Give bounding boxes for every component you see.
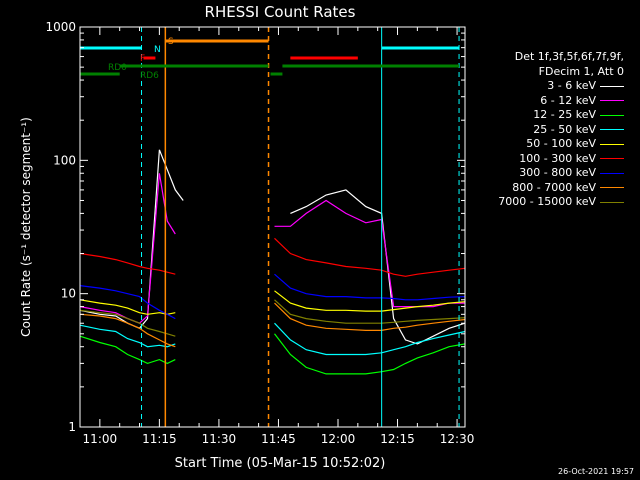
legend-swatch bbox=[600, 187, 624, 189]
series-layer bbox=[79, 149, 466, 375]
legend-entry-label: 300 - 800 keV bbox=[519, 166, 596, 179]
flags-layer: RD0 RD6 FNS bbox=[80, 37, 460, 81]
markers-layer bbox=[79, 27, 460, 427]
flag-label-f: F bbox=[140, 54, 145, 64]
legend-entry: 7000 - 15000 keV bbox=[470, 195, 630, 210]
axes-layer: 11:00 11:15 11:30 11:45 12:00 12:15 12:30 1 10 10… bbox=[45, 20, 474, 446]
legend-entry-label: 3 - 6 keV bbox=[547, 79, 596, 92]
y-tick-label: 1 bbox=[68, 420, 76, 434]
y-tick-label: 10 bbox=[61, 287, 76, 301]
x-tick-label: 12:30 bbox=[440, 432, 475, 446]
flag-label-rd6: RD6 bbox=[140, 71, 159, 81]
legend: Det 1f,3f,5f,6f,7f,9f, FDecim 1, Att 0 3… bbox=[470, 50, 630, 210]
legend-swatch bbox=[600, 201, 624, 203]
plot-frame bbox=[79, 26, 466, 428]
legend-entry-label: 12 - 25 keV bbox=[533, 108, 596, 121]
x-tick-label: 12:15 bbox=[380, 432, 415, 446]
legend-entry-label: 6 - 12 keV bbox=[540, 93, 596, 107]
legend-swatch bbox=[600, 172, 624, 174]
series-line-8 bbox=[79, 299, 466, 337]
legend-entry: 800 - 7000 keV bbox=[470, 181, 630, 196]
datestamp: 26-Oct-2021 19:57 bbox=[558, 467, 634, 476]
legend-entry-label: 800 - 7000 keV bbox=[512, 180, 596, 194]
x-tick-label: 11:00 bbox=[83, 432, 118, 446]
legend-entry-label: 100 - 300 keV bbox=[519, 151, 596, 165]
legend-entry: 3 - 6 keV bbox=[470, 79, 630, 94]
legend-swatch bbox=[600, 85, 624, 87]
series-line-0 bbox=[79, 149, 466, 345]
series-line-1 bbox=[79, 173, 465, 324]
legend-entry: 100 - 300 keV bbox=[470, 152, 630, 167]
series-line-2 bbox=[79, 333, 466, 375]
legend-entry: 300 - 800 keV bbox=[470, 166, 630, 181]
x-tick-label: 12:00 bbox=[321, 432, 356, 446]
legend-swatch bbox=[600, 114, 624, 116]
y-axis-label: Count Rate (s⁻¹ detector segment⁻¹) bbox=[19, 117, 33, 337]
legend-entry-label: 7000 - 15000 keV bbox=[498, 195, 596, 208]
legend-swatch bbox=[600, 158, 624, 160]
legend-entry: 12 - 25 keV bbox=[470, 108, 630, 123]
series-line-4 bbox=[79, 290, 466, 315]
chart-title: RHESSI Count Rates bbox=[205, 3, 356, 21]
flag-label-n: N bbox=[154, 45, 161, 55]
x-tick-label: 11:15 bbox=[142, 432, 177, 446]
x-tick-label: 11:30 bbox=[202, 432, 237, 446]
legend-swatch bbox=[600, 129, 624, 131]
series-line-5 bbox=[79, 237, 466, 277]
legend-swatch bbox=[600, 143, 624, 145]
legend-swatch bbox=[600, 100, 624, 102]
y-tick-label: 1000 bbox=[45, 20, 76, 34]
legend-entry: 50 - 100 keV bbox=[470, 137, 630, 152]
x-tick-label: 11:45 bbox=[261, 432, 296, 446]
legend-entries: 3 - 6 keV 6 - 12 keV 12 - 25 keV 25 - 50 ke… bbox=[470, 79, 630, 210]
x-axis-label: Start Time (05-Mar-15 10:52:02) bbox=[175, 456, 386, 471]
legend-header-line2: FDecim 1, Att 0 bbox=[538, 64, 624, 78]
flag-label-rd0: RD0 bbox=[108, 63, 127, 73]
legend-header-line1: Det 1f,3f,5f,6f,7f,9f, bbox=[514, 50, 624, 63]
y-tick-label: 100 bbox=[53, 153, 76, 167]
flag-label-s: S bbox=[168, 37, 174, 47]
legend-entry-label: 25 - 50 keV bbox=[533, 122, 596, 136]
legend-entry-label: 50 - 100 keV bbox=[526, 137, 596, 150]
legend-entry: 6 - 12 keV bbox=[470, 94, 630, 109]
legend-entry: 25 - 50 keV bbox=[470, 123, 630, 138]
